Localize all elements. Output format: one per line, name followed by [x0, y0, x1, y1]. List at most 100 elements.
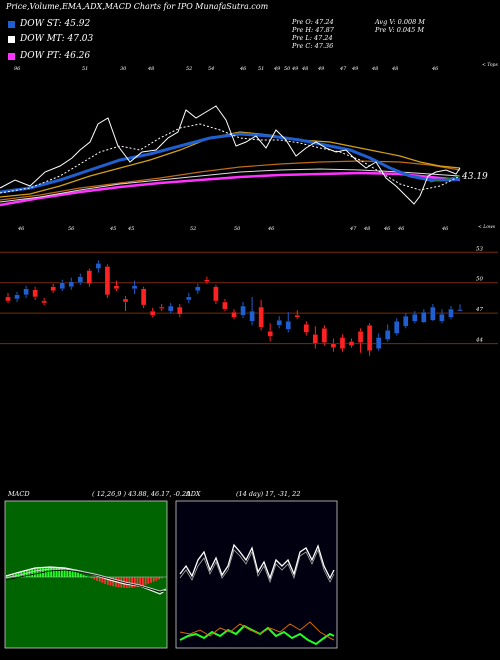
top-label: 48	[391, 66, 398, 72]
candle-body	[366, 325, 373, 351]
macd-hist-bar	[55, 567, 58, 577]
candle-body	[159, 306, 165, 309]
candle	[195, 283, 201, 294]
top-label: 49	[351, 66, 359, 72]
candle	[258, 299, 264, 331]
macd-hist-bar	[58, 567, 61, 577]
top-label: 51	[258, 66, 264, 72]
candle-body	[375, 337, 382, 349]
top-label: 51	[82, 66, 88, 72]
adx-panel	[175, 500, 338, 649]
ema-end-tail	[429, 175, 461, 183]
candle	[77, 273, 83, 285]
candle	[321, 325, 328, 346]
macd-hist-bar	[144, 577, 147, 585]
macd-hist-bar	[52, 567, 55, 577]
candle	[86, 268, 93, 287]
candle-body	[403, 316, 409, 327]
price-tick-labels: 53 50 47 44	[475, 246, 483, 343]
top-label: 49	[291, 66, 299, 72]
macd-hist-bar	[133, 577, 136, 588]
legend-swatch-mt	[8, 35, 15, 43]
macd-hist-bar	[155, 577, 158, 581]
candle-body	[339, 337, 346, 349]
candle-body	[240, 305, 246, 316]
macd-hist-bar	[31, 568, 34, 577]
lower-label: 46	[267, 226, 275, 232]
macd-hist-bar	[160, 577, 163, 579]
lower-label: 46	[397, 226, 405, 232]
adx-label: ADX	[185, 490, 201, 498]
candles	[5, 260, 463, 356]
lower-label: 56	[68, 226, 75, 232]
lows-label: < Lows	[478, 224, 496, 230]
macd-hist-bar	[106, 577, 109, 585]
lower-label: 48	[363, 226, 370, 232]
candle	[249, 296, 255, 326]
ohlc-close: Pre C: 47.36	[292, 42, 334, 50]
lower-label: 46	[17, 226, 25, 232]
candle-body	[394, 321, 400, 334]
price-tick-label: 44	[475, 338, 483, 344]
candle-body	[321, 328, 328, 343]
candle-body	[348, 341, 355, 346]
candle	[68, 277, 74, 290]
candle-body	[412, 314, 418, 322]
candle	[140, 286, 147, 309]
top-label: 96	[14, 66, 21, 72]
candle-body	[113, 285, 120, 289]
macd-panel	[4, 500, 168, 649]
adx-white-line-2	[179, 548, 335, 584]
candle-body	[32, 289, 38, 298]
ohlc-avg-volume: Avg V: 0.008 M	[375, 18, 425, 26]
lower-label: 52	[190, 226, 196, 232]
candle-body	[258, 306, 264, 328]
legend-dow-pt-label: DOW PT: 46.26	[20, 51, 91, 61]
legend-dow-mt: DOW MT: 47.03	[8, 34, 93, 44]
ema-long-orange	[0, 160, 461, 201]
candle-body	[104, 266, 111, 296]
macd-hist-bar	[96, 577, 98, 581]
macd-hist-bar	[9, 575, 12, 577]
candle-body	[23, 288, 29, 296]
price-tick-label: 53	[476, 246, 483, 252]
adx-background	[175, 500, 338, 649]
candle	[339, 334, 346, 352]
candle-body	[14, 294, 20, 300]
candle	[222, 298, 228, 312]
candle-body	[168, 305, 174, 312]
macd-hist-bar	[147, 577, 150, 584]
candle	[412, 311, 418, 324]
candle	[294, 310, 300, 320]
candle	[421, 309, 427, 324]
candle-body	[276, 320, 282, 326]
candle	[131, 280, 138, 294]
macd-hist-bar	[61, 568, 63, 577]
candle	[312, 326, 319, 349]
candle	[366, 323, 373, 356]
macd-hist-bar	[98, 577, 101, 582]
top-label: 48	[371, 66, 378, 72]
macd-hist-bar	[158, 577, 160, 580]
candle	[403, 313, 409, 329]
candle	[330, 338, 337, 352]
candle	[267, 323, 273, 342]
macd-hist-bar	[131, 577, 133, 588]
candle	[104, 264, 111, 298]
legend-swatch-pt	[8, 52, 15, 60]
candle-body	[421, 311, 427, 323]
adx-orange-line	[179, 621, 335, 641]
legend-dow-st: DOW ST: 45.92	[8, 19, 90, 29]
candle	[348, 338, 355, 348]
top-label: 48	[147, 66, 154, 72]
lower-label: 46	[441, 226, 449, 232]
candle	[50, 283, 56, 293]
candle-body	[50, 286, 56, 291]
candle	[448, 306, 454, 320]
legend-dow-pt: DOW PT: 46.26	[8, 51, 90, 61]
candle	[5, 292, 11, 303]
candle-body	[177, 306, 183, 315]
candle	[439, 309, 445, 324]
candle	[122, 295, 129, 312]
legend-dow-mt-label: DOW MT: 47.03	[20, 34, 94, 44]
